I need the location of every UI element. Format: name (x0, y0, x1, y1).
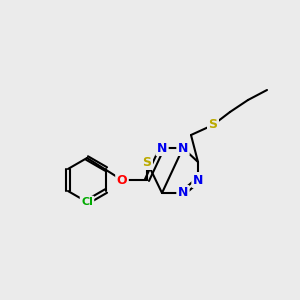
Text: N: N (178, 142, 188, 154)
Text: N: N (193, 173, 203, 187)
Text: Cl: Cl (81, 197, 93, 207)
Text: N: N (157, 142, 167, 154)
Text: S: S (208, 118, 217, 131)
Text: O: O (117, 173, 127, 187)
Text: N: N (178, 187, 188, 200)
Text: S: S (142, 155, 152, 169)
